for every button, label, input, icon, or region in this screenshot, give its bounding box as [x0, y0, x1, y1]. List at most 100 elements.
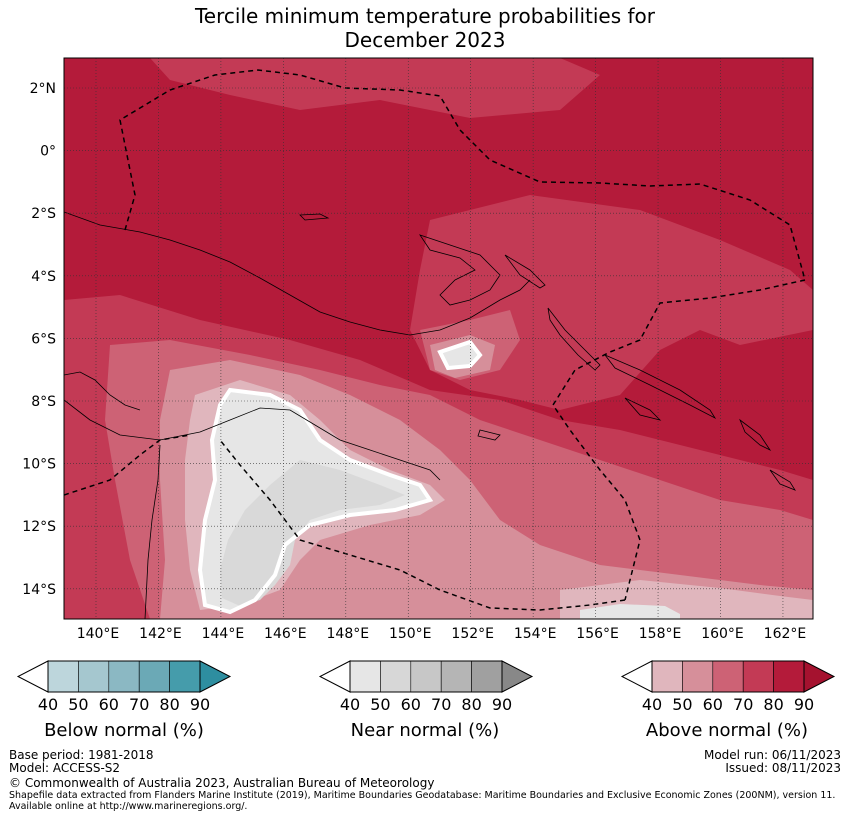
colorbar-tick-label: 70: [431, 695, 451, 714]
colorbar-segment: [78, 660, 110, 693]
solomon-coast-4: [769, 469, 796, 491]
title-line-2: December 2023: [344, 28, 506, 52]
colorbar-tick-label: 50: [672, 695, 692, 714]
colorbar-tick-label: 90: [190, 695, 210, 714]
colorbar-tick-label: 80: [159, 695, 179, 714]
colorbar-segment: [410, 660, 442, 693]
lat-tick-label: 6°S: [31, 331, 56, 347]
colorbar-tick-label: 70: [129, 695, 149, 714]
lat-tick-label: 12°S: [22, 519, 56, 535]
base-period: Base period: 1981-2018: [9, 748, 154, 762]
lon-tick-label: 162°E: [764, 626, 807, 642]
colorbar-tick-label: 60: [401, 695, 421, 714]
lon-tick-label: 152°E: [451, 626, 494, 642]
new-britain-coast: [419, 234, 501, 306]
below-normal-label: Below normal (%): [44, 720, 204, 741]
colorbar-segment: [380, 660, 412, 693]
colorbar-frame: [47, 660, 201, 693]
map-title: Tercile minimum temperature probabilitie…: [0, 4, 850, 52]
colorbar-segment: [138, 660, 170, 693]
australia-coast: [144, 444, 161, 619]
lat-tick-label: 0°: [40, 144, 56, 160]
colorbar-segment: [712, 660, 744, 693]
below-normal-colorbar: 40 50 60 70 80 90: [16, 660, 232, 714]
solomon-coast-1: [603, 354, 717, 420]
new-guinea-coast-south: [64, 399, 441, 481]
above-80-region-east: [410, 195, 813, 410]
colorbar-tick-label: 50: [68, 695, 88, 714]
shapefile-credit: Shapefile data extracted from Flanders M…: [9, 790, 839, 812]
colorbar-segment: [471, 660, 503, 693]
eez-boundaries: [64, 69, 806, 611]
solomon-coast-2: [624, 397, 662, 421]
near-50-blob-png: [440, 342, 480, 368]
lon-tick-label: 148°E: [327, 626, 370, 642]
lon-tick-label: 154°E: [514, 626, 557, 642]
lat-tick-label: 4°S: [31, 269, 56, 285]
lon-tick-labels: 140°E 142°E 144°E 146°E 148°E 150°E 152°E 154°E…: [77, 626, 807, 642]
above-normal-colorbar: 40 50 60 70 80 90: [620, 660, 836, 714]
near-contour-png: [437, 339, 483, 371]
plot-frame: [63, 57, 814, 620]
lat-tick-label: 2°S: [31, 206, 56, 222]
near-normal-colorbar: 40 50 60 70 80 90: [318, 660, 534, 714]
colorbar-segment: [440, 660, 472, 693]
lon-tick-label: 156°E: [576, 626, 619, 642]
eez-png-north: [119, 69, 806, 281]
colorbar-tick-label: 60: [703, 695, 723, 714]
lon-tick-label: 158°E: [639, 626, 682, 642]
colorbar-max-extension: [199, 660, 232, 693]
colorbar-segment: [349, 660, 381, 693]
colorbar-segment: [47, 660, 79, 693]
model-run: Model run: 06/11/2023: [703, 748, 841, 762]
colorbar-max-extension: [803, 660, 836, 693]
colorbar-segment: [742, 660, 774, 693]
gridlines: [64, 58, 813, 619]
colorbar-min-extension: [16, 660, 49, 693]
colorbars: 40 50 60 70 80 90 40 50 60 70 80 90 40 50 60 70 80 90: [16, 660, 836, 714]
colorbar-tick-label: 80: [763, 695, 783, 714]
lat-tick-label: 2°N: [30, 81, 56, 97]
near-60-region: [220, 460, 405, 606]
info-left: Base period: 1981-2018 Model: ACCESS-S2: [9, 749, 154, 775]
colorbar-frame: [651, 660, 805, 693]
lon-tick-label: 160°E: [701, 626, 744, 642]
bougainville-coast: [547, 307, 601, 371]
colorbar-segment: [773, 660, 805, 693]
colorbar-min-extension: [318, 660, 351, 693]
colorbar-tick-label: 90: [492, 695, 512, 714]
colorbar-segment: [651, 660, 683, 693]
colorbar-tick-label: 80: [461, 695, 481, 714]
colorbar-min-extension: [620, 660, 653, 693]
model-name: Model: ACCESS-S2: [9, 761, 121, 775]
near-normal-label: Near normal (%): [350, 720, 500, 741]
copyright: © Commonwealth of Australia 2023, Austra…: [9, 776, 435, 790]
new-guinea-coast-north: [64, 211, 531, 336]
new-ireland-coast: [504, 254, 546, 289]
manus-coast: [299, 213, 330, 221]
colorbar-tick-label: 40: [38, 695, 58, 714]
title-line-1: Tercile minimum temperature probabilitie…: [194, 4, 656, 28]
lon-tick-label: 150°E: [389, 626, 432, 642]
coastlines: [64, 211, 796, 619]
colorbar-tick-label: 60: [99, 695, 119, 714]
colorbar-tick-label: 40: [340, 695, 360, 714]
lon-tick-label: 144°E: [202, 626, 245, 642]
lat-tick-label: 8°S: [31, 394, 56, 410]
map-fill-layer: [64, 58, 813, 619]
bird-head-coast: [64, 371, 141, 411]
colorbar-tick-label: 50: [370, 695, 390, 714]
solomon-coast-3: [739, 418, 772, 452]
above-80-region-north: [150, 58, 600, 118]
lon-tick-label: 146°E: [264, 626, 307, 642]
colorbar-tick-label: 90: [794, 695, 814, 714]
lat-tick-label: 14°S: [22, 582, 56, 598]
colorbar-segment: [682, 660, 714, 693]
lat-tick-labels: 2°N 0° 2°S 4°S 6°S 8°S 10°S 12°S 14°S: [22, 81, 56, 598]
shapefile-line: Shapefile data extracted from Flanders M…: [9, 790, 836, 801]
available-line: Available online at http://www.marinereg…: [9, 801, 248, 812]
lon-tick-label: 142°E: [139, 626, 182, 642]
info-right: Model run: 06/11/2023 Issued: 08/11/2023: [704, 749, 841, 775]
lat-tick-label: 10°S: [22, 457, 56, 473]
